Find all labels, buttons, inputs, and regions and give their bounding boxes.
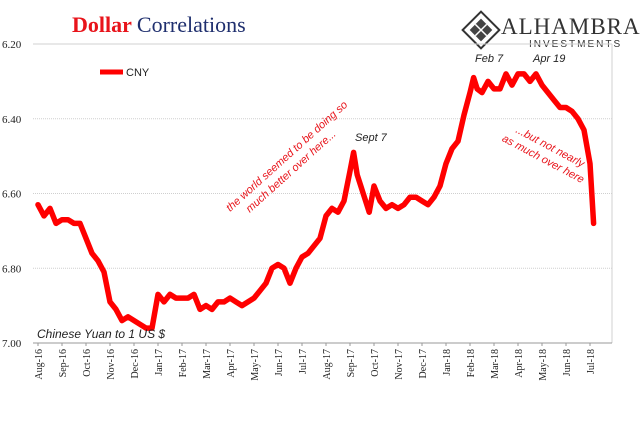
x-tick-label: Nov-17 bbox=[394, 349, 405, 380]
x-tick-label: Oct-17 bbox=[370, 349, 381, 377]
gridlines bbox=[33, 118, 612, 269]
legend-label: CNY bbox=[126, 67, 150, 79]
chart-title-part2: Correlations bbox=[137, 12, 246, 37]
x-tick-label: Nov-16 bbox=[106, 349, 117, 380]
annotation-left-line2: much better over here... bbox=[244, 128, 339, 215]
x-tick-label: Sep-17 bbox=[346, 349, 357, 377]
x-tick-label: Jan-18 bbox=[442, 349, 453, 376]
annotation-left-line1: the world seemed to be doing so bbox=[224, 99, 350, 214]
x-tick-label: Feb-17 bbox=[178, 349, 189, 377]
x-tick-label: Mar-18 bbox=[490, 349, 501, 379]
x-tick-label: Apr-18 bbox=[514, 349, 525, 378]
x-tick-label: Jul-17 bbox=[298, 349, 309, 374]
x-tick-label: Dec-16 bbox=[130, 349, 141, 378]
x-tick-label: Jan-17 bbox=[154, 349, 165, 376]
annotation-feb7: Feb 7 bbox=[475, 53, 504, 65]
y-tick-label: 6.20 bbox=[2, 39, 22, 51]
x-tick-label: May-18 bbox=[538, 349, 549, 381]
annotation-right: ...but not nearly as much over here bbox=[500, 124, 588, 186]
unit-note: Chinese Yuan to 1 US $ bbox=[37, 327, 165, 341]
x-tick-label: Jul-18 bbox=[586, 349, 597, 374]
x-tick-label: Apr-17 bbox=[226, 349, 237, 378]
x-tick-labels: Aug-16 Sep-16 Oct-16 Nov-16 Dec-16 Jan-17 Feb-… bbox=[34, 343, 597, 381]
annotation-apr19: Apr 19 bbox=[532, 53, 565, 65]
x-tick-label: Jun-18 bbox=[562, 349, 573, 376]
y-tick-label: 7.00 bbox=[2, 338, 22, 350]
y-tick-label: 6.80 bbox=[2, 263, 22, 275]
y-tick-labels: 6.20 6.40 6.60 6.80 7.00 bbox=[2, 39, 22, 350]
x-tick-label: Oct-16 bbox=[82, 349, 93, 377]
brand-name: ALHAMBRA bbox=[501, 14, 641, 39]
x-tick-label: May-17 bbox=[250, 349, 261, 381]
chart-title: Dollar Correlations bbox=[72, 12, 246, 37]
x-tick-label: Aug-17 bbox=[322, 349, 333, 380]
chart-title-part1: Dollar bbox=[72, 12, 132, 37]
y-tick-label: 6.40 bbox=[2, 114, 22, 126]
series-cny-line bbox=[35, 71, 597, 331]
alhambra-diamond-icon bbox=[461, 10, 501, 50]
x-tick-label: Feb-18 bbox=[466, 349, 477, 377]
x-tick-label: Jun-17 bbox=[274, 349, 285, 376]
x-tick-label: Dec-17 bbox=[418, 349, 429, 378]
y-tick-label: 6.60 bbox=[2, 189, 22, 201]
annotation-sept7: Sept 7 bbox=[355, 132, 388, 144]
x-tick-label: Mar-17 bbox=[202, 349, 213, 379]
legend: CNY bbox=[100, 67, 150, 79]
x-tick-label: Sep-16 bbox=[58, 349, 69, 377]
x-tick-label: Aug-16 bbox=[34, 349, 45, 380]
